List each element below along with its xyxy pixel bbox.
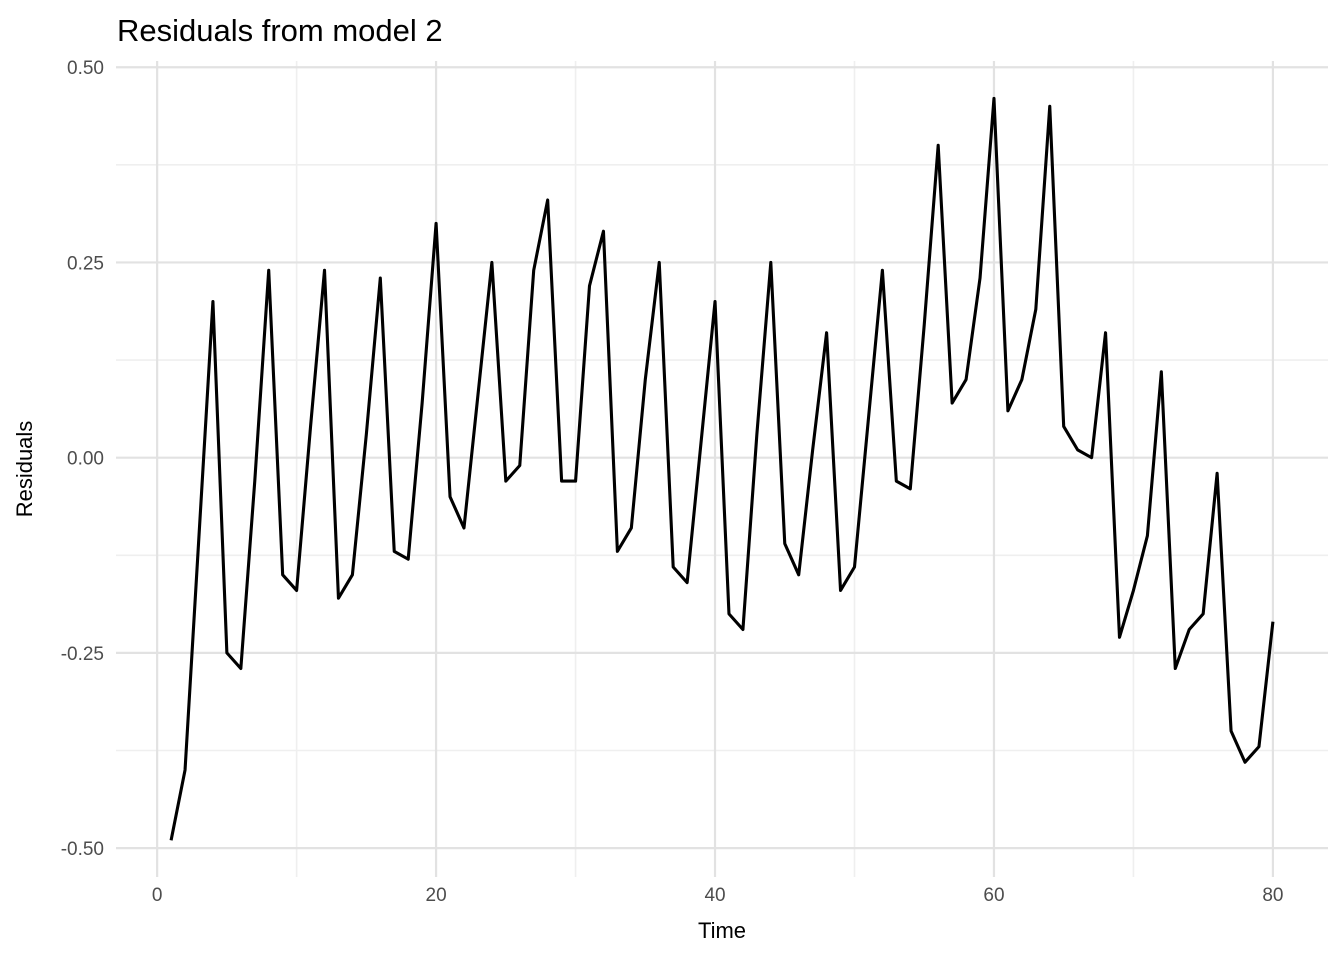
y-axis-title: Residuals xyxy=(12,421,37,518)
x-tick-label: 0 xyxy=(152,885,163,906)
x-tick-label: 60 xyxy=(983,885,1004,906)
major-gridlines xyxy=(116,61,1328,877)
y-tick-label: 0.50 xyxy=(67,58,104,79)
y-axis-tick-labels: 0.50 0.25 0.00 -0.25 -0.50 xyxy=(61,58,104,860)
y-tick-label: -0.50 xyxy=(61,839,104,860)
x-axis-tick-labels: 0 20 40 60 80 xyxy=(152,885,1284,906)
y-tick-label: 0.00 xyxy=(67,449,104,470)
x-axis-title: Time xyxy=(698,918,746,943)
y-tick-label: 0.25 xyxy=(67,253,104,274)
chart-title: Residuals from model 2 xyxy=(117,13,443,48)
x-tick-label: 40 xyxy=(704,885,725,906)
x-tick-label: 20 xyxy=(426,885,447,906)
residuals-series-line xyxy=(169,96,1275,841)
y-tick-label: -0.25 xyxy=(61,644,104,665)
x-tick-label: 80 xyxy=(1262,885,1283,906)
